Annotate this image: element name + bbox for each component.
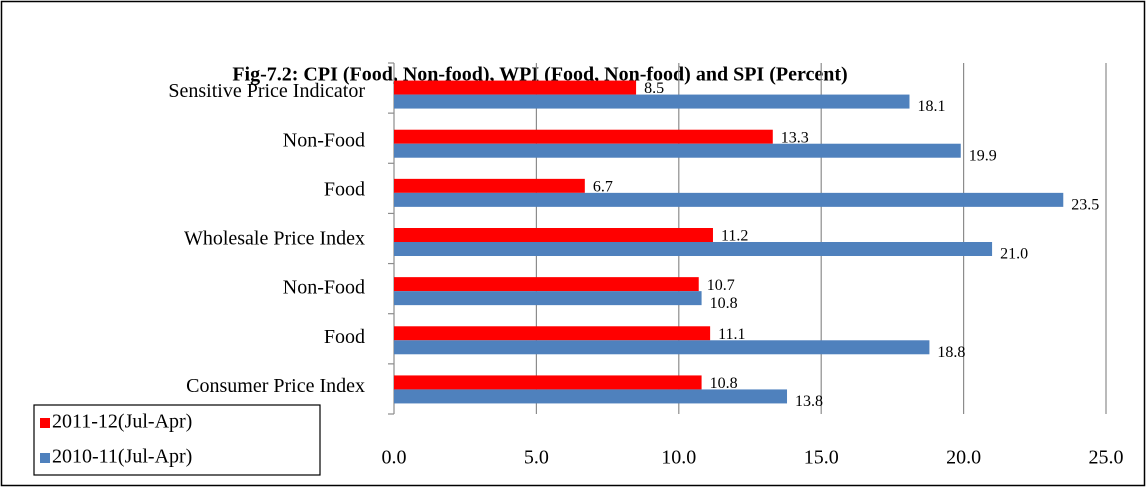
- value-label: 13.8: [795, 393, 823, 410]
- bar: [394, 143, 961, 158]
- bar: [394, 80, 637, 95]
- legend-marker: [40, 453, 50, 463]
- legend-box: [33, 404, 321, 476]
- bar: [394, 389, 788, 404]
- legend-marker: [40, 418, 50, 428]
- legend-label: 2011-12(Jul-Apr): [52, 411, 192, 433]
- y-tick-label: Non-Food: [283, 277, 365, 299]
- value-label: 6.7: [593, 179, 613, 196]
- y-tick-label: Consumer Price Index: [186, 375, 365, 397]
- y-tick-label: Non-Food: [283, 129, 365, 151]
- bar: [394, 242, 993, 256]
- y-tick-label: Sensitive Price Indicator: [168, 80, 365, 102]
- bar: [394, 375, 702, 390]
- value-label: 21.0: [1000, 246, 1028, 263]
- bar: [394, 291, 702, 306]
- value-label: 11.1: [718, 326, 745, 343]
- bar: [394, 192, 1064, 207]
- value-label: 11.2: [721, 228, 748, 245]
- value-label: 18.8: [937, 344, 965, 361]
- x-tick-label: 0.0: [382, 447, 407, 469]
- bar: [394, 129, 773, 144]
- value-label: 13.3: [781, 129, 809, 146]
- value-label: 10.8: [710, 375, 738, 392]
- y-tick-label: Wholesale Price Index: [184, 228, 365, 250]
- x-tick-label: 5.0: [524, 447, 549, 469]
- legend-label: 2010-11(Jul-Apr): [52, 446, 192, 468]
- bar: [394, 94, 910, 109]
- value-label: 18.1: [917, 98, 945, 115]
- x-tick-label: 15.0: [804, 447, 839, 469]
- y-tick-label: Food: [324, 326, 365, 348]
- value-label: 10.8: [710, 295, 738, 312]
- value-label: 8.5: [644, 80, 664, 97]
- bar: [394, 228, 713, 242]
- bar: [394, 277, 699, 292]
- x-tick-label: 10.0: [661, 447, 696, 469]
- value-label: 19.9: [969, 147, 997, 164]
- chart-title: Fig-7.2: CPI (Food, Non-food), WPI (Food…: [232, 64, 847, 86]
- y-tick-label: Food: [324, 178, 365, 200]
- bar: [394, 340, 930, 355]
- x-tick-label: 20.0: [946, 447, 981, 469]
- x-tick-label: 25.0: [1089, 447, 1124, 469]
- value-label: 23.5: [1071, 197, 1099, 214]
- value-label: 10.7: [707, 277, 735, 294]
- bar: [394, 326, 711, 341]
- bar: [394, 178, 585, 193]
